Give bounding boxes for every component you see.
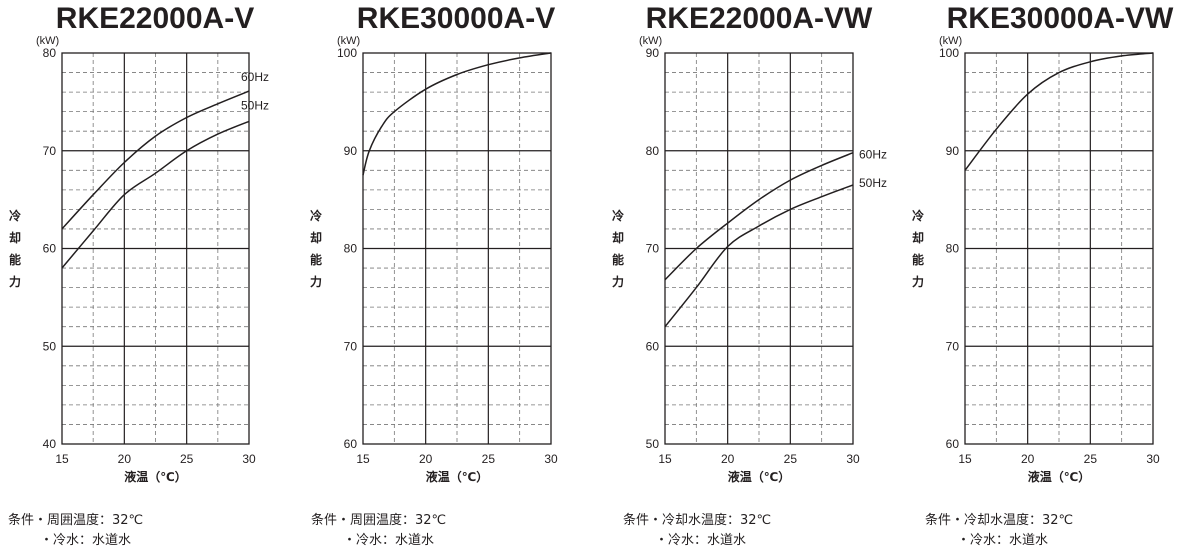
condition-note: ・冷水：水道水: [655, 533, 746, 548]
y-tick-label: 80: [646, 144, 660, 158]
x-axis-label: 液温（℃）: [426, 469, 489, 484]
y-axis-label-char: 能: [9, 252, 21, 267]
y-axis-label-char: 冷: [612, 208, 624, 223]
plot-frame: [964, 52, 1154, 445]
chart-title: RKE22000A-VW: [646, 2, 873, 35]
x-tick-label: 25: [180, 452, 194, 466]
y-tick-label: 50: [646, 437, 660, 451]
y-tick-label: 90: [344, 144, 358, 158]
y-axis-label-char: 能: [912, 252, 924, 267]
plot-frame: [362, 52, 552, 445]
y-tick-label: 60: [43, 242, 57, 256]
y-axis-label-char: 力: [612, 274, 624, 289]
y-unit-label: (kW): [639, 35, 662, 47]
chart-title: RKE22000A-V: [56, 2, 254, 35]
y-axis-label-char: 却: [9, 230, 21, 245]
series-label: 50Hz: [241, 98, 269, 112]
y-axis-label-char: 冷: [912, 208, 924, 223]
x-tick-label: 25: [784, 452, 798, 466]
y-tick-label: 60: [344, 437, 358, 451]
chart-title: RKE30000A-VW: [947, 2, 1174, 35]
series-label: 50Hz: [859, 176, 887, 190]
y-tick-label: 100: [337, 46, 357, 60]
y-tick-label: 90: [646, 46, 660, 60]
y-tick-label: 80: [946, 242, 960, 256]
series-line-60hz: [61, 90, 250, 230]
y-tick-label: 60: [946, 437, 960, 451]
series-line-capacity: [964, 52, 1154, 171]
y-tick-label: 70: [646, 242, 660, 256]
condition-note: ・冷水：水道水: [40, 533, 131, 548]
x-tick-label: 15: [958, 452, 972, 466]
plot-frame: [664, 52, 854, 445]
condition-note: 条件・周囲温度：32℃: [311, 512, 446, 528]
y-axis-label-char: 冷: [310, 208, 322, 223]
y-unit-label: (kW): [36, 35, 59, 47]
y-axis-label-char: 能: [310, 252, 322, 267]
x-axis-label: 液温（℃）: [1028, 469, 1091, 484]
y-tick-label: 80: [43, 46, 57, 60]
x-tick-label: 20: [721, 452, 735, 466]
y-tick-label: 90: [946, 144, 960, 158]
y-tick-label: 80: [344, 242, 358, 256]
series-label: 60Hz: [859, 148, 887, 162]
condition-note: 条件・周囲温度：32℃: [8, 512, 143, 528]
y-axis-label-char: 力: [310, 274, 322, 289]
series-line-capacity: [362, 52, 552, 176]
y-axis-label-char: 却: [912, 230, 924, 245]
condition-note: 条件・冷却水温度：32℃: [623, 512, 771, 528]
y-tick-label: 60: [646, 339, 660, 353]
y-tick-label: 40: [43, 437, 57, 451]
x-tick-label: 25: [482, 452, 496, 466]
y-axis-label-char: 能: [612, 252, 624, 267]
x-tick-label: 15: [658, 452, 672, 466]
y-axis-label-char: 力: [9, 274, 21, 289]
series-label: 60Hz: [241, 70, 269, 84]
series-line-50hz: [664, 184, 854, 328]
y-axis-label-char: 冷: [9, 208, 21, 223]
x-tick-label: 20: [1021, 452, 1035, 466]
y-axis-label-char: 力: [912, 274, 924, 289]
x-tick-label: 30: [1146, 452, 1160, 466]
y-tick-label: 50: [43, 339, 57, 353]
y-tick-label: 70: [344, 339, 358, 353]
y-unit-label: (kW): [337, 35, 360, 47]
y-unit-label: (kW): [939, 35, 962, 47]
x-tick-label: 20: [419, 452, 433, 466]
series-line-50hz: [61, 120, 250, 269]
x-tick-label: 30: [846, 452, 860, 466]
x-tick-label: 20: [118, 452, 132, 466]
x-tick-label: 15: [55, 452, 69, 466]
chart-title: RKE30000A-V: [357, 2, 555, 35]
y-axis-label-char: 却: [310, 230, 322, 245]
y-tick-label: 70: [946, 339, 960, 353]
condition-note: ・冷水：水道水: [343, 533, 434, 548]
x-tick-label: 30: [242, 452, 256, 466]
x-axis-label: 液温（℃）: [124, 469, 187, 484]
y-tick-label: 70: [43, 144, 57, 158]
x-tick-label: 15: [356, 452, 370, 466]
x-tick-label: 30: [544, 452, 558, 466]
condition-note: ・冷水：水道水: [957, 533, 1048, 548]
condition-note: 条件・冷却水温度：32℃: [925, 512, 1073, 528]
x-axis-label: 液温（℃）: [728, 469, 791, 484]
series-line-60hz: [664, 152, 854, 281]
y-axis-label-char: 却: [612, 230, 624, 245]
y-tick-label: 100: [939, 46, 959, 60]
plot-frame: [61, 52, 250, 445]
x-tick-label: 25: [1084, 452, 1098, 466]
